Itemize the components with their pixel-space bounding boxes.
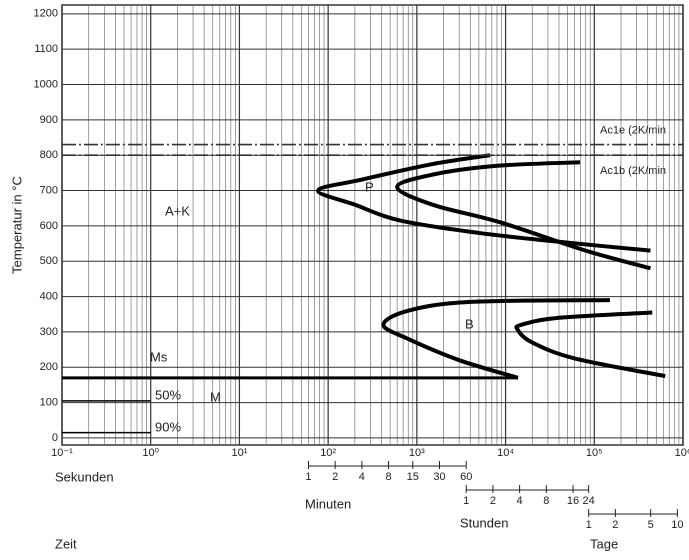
curve [395, 160, 652, 271]
x-axis-label: Zeit [55, 536, 77, 551]
annotation: 50% [155, 387, 181, 402]
y-tick-label: 200 [40, 361, 58, 373]
x-tick-label: 10² [320, 447, 336, 459]
x-tick-label: 10⁰ [142, 447, 159, 459]
time-scale-tick-label: 15 [407, 471, 419, 483]
time-scale-title: Stunden [460, 515, 508, 530]
annotation: A+K [165, 203, 190, 218]
y-tick-label: 400 [40, 290, 58, 302]
y-tick-label: 1000 [34, 78, 58, 90]
x-tick-label: 10⁶ [675, 447, 689, 459]
time-scale-tick-label: 24 [583, 495, 595, 507]
y-tick-label: 0 [52, 432, 58, 444]
curve [514, 310, 666, 379]
time-scale-tick-label: 2 [490, 495, 496, 507]
line-label: Ac1b (2K/min [600, 165, 666, 177]
y-tick-label: 1200 [34, 8, 58, 20]
annotation: B [465, 316, 474, 331]
x-tick-label: 10⁵ [586, 447, 603, 459]
plot-frame [61, 4, 684, 446]
time-scale-title: Minuten [305, 496, 351, 511]
y-tick-label: 600 [40, 220, 58, 232]
y-tick-label: 900 [40, 114, 58, 126]
y-tick-label: 500 [40, 255, 58, 267]
y-tick-label: 300 [40, 326, 58, 338]
time-scale-tick-label: 1 [463, 495, 469, 507]
annotation: 90% [155, 419, 181, 434]
curve [381, 298, 610, 380]
time-scale-tick-label: 4 [517, 495, 523, 507]
annotation: M [210, 389, 221, 404]
time-scale-tick-label: 16 [567, 495, 579, 507]
y-axis-label: Temperatur in °C [9, 176, 24, 274]
x-tick-label: 10³ [409, 447, 425, 459]
time-scale-tick-label: 8 [386, 471, 392, 483]
curve [316, 153, 651, 253]
time-scale-tick-label: 2 [612, 519, 618, 531]
time-scale-tick-label: 10 [671, 519, 683, 531]
x-tick-label: 10¹ [231, 447, 247, 459]
y-tick-label: 800 [40, 149, 58, 161]
y-tick-label: 700 [40, 184, 58, 196]
y-tick-label: 100 [40, 396, 58, 408]
y-tick-label: 1100 [34, 43, 58, 55]
time-scale-tick-label: 60 [460, 471, 472, 483]
time-scale-tick-label: 1 [586, 519, 592, 531]
x-tick-label: 10⁻¹ [51, 447, 73, 459]
x-tick-label: 10⁴ [497, 447, 514, 459]
annotation: P [365, 179, 374, 194]
time-scale-tick-label: 8 [543, 495, 549, 507]
line-label: Ac1e (2K/min [600, 125, 666, 137]
time-scale-tick-label: 5 [648, 519, 654, 531]
time-scale-tick-label: 1 [305, 471, 311, 483]
time-scale-tick-label: 2 [332, 471, 338, 483]
annotation: Ms [150, 349, 168, 364]
time-scale-title: Tage [590, 536, 618, 551]
time-scale-tick-label: 30 [433, 471, 445, 483]
time-scale-tick-label: 4 [359, 471, 365, 483]
x-axis-label: Sekunden [55, 469, 114, 484]
